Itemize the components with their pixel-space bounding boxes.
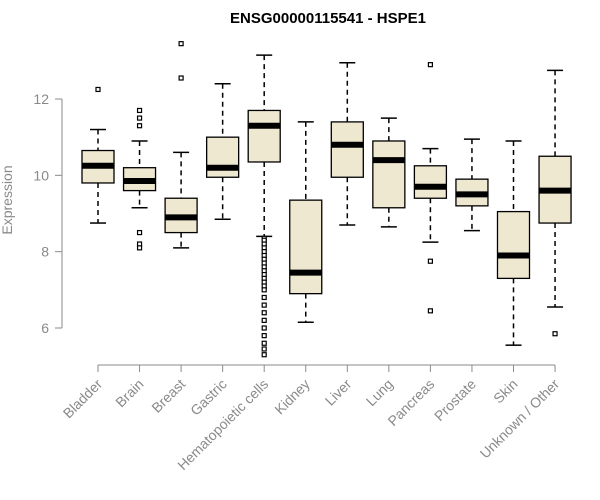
outlier-point: [261, 294, 267, 301]
x-tick-label: Skin: [490, 376, 521, 407]
x-tick-label: Brain: [112, 376, 146, 410]
x-tick-label: Bladder: [60, 376, 106, 422]
box-series: [81, 41, 572, 358]
outlier-point: [136, 115, 143, 121]
x-tick-label: Prostate: [431, 376, 479, 424]
iqr-box: [289, 199, 323, 295]
box-brain: [122, 107, 157, 251]
outlier-point: [261, 346, 267, 352]
box-bladder: [81, 86, 115, 224]
outlier-point: [178, 75, 184, 81]
y-axis: 6 8 10 12: [33, 91, 63, 336]
y-tick-label: 8: [41, 244, 49, 260]
box-hematopoietic-cells: [247, 54, 281, 358]
outlier-point: [261, 302, 267, 308]
box-kidney: [289, 121, 323, 324]
outlier-point: [261, 333, 267, 339]
iqr-box: [413, 165, 448, 199]
outlier-point: [136, 107, 143, 114]
outlier-point: [427, 62, 433, 68]
y-tick-label: 12: [33, 91, 49, 107]
iqr-box: [247, 109, 281, 163]
x-tick-label: Unknown / Other: [477, 376, 563, 462]
x-tick-label: Lung: [363, 376, 396, 409]
outlier-point: [552, 331, 558, 337]
iqr-box: [330, 121, 364, 178]
outlier-point: [261, 317, 267, 323]
box-breast: [164, 41, 198, 249]
box-lung: [372, 117, 406, 228]
outlier-point: [261, 325, 267, 331]
chart-title: ENSG00000115541 - HSPE1: [230, 10, 426, 27]
x-tick-label: Kidney: [271, 376, 313, 418]
x-tick-label: Liver: [322, 376, 355, 409]
box-pancreas: [413, 62, 448, 314]
outlier-point: [136, 245, 143, 251]
box-skin: [496, 140, 531, 346]
outlier-point: [95, 86, 101, 93]
outlier-point: [261, 287, 267, 293]
box-gastric: [205, 82, 240, 220]
outlier-point: [136, 229, 143, 236]
outlier-point: [261, 352, 267, 358]
box-prostate: [455, 138, 489, 232]
iqr-box: [372, 140, 406, 209]
y-tick-label: 10: [33, 167, 49, 183]
outlier-point: [136, 123, 143, 129]
y-tick-label: 6: [41, 320, 49, 336]
outlier-point: [427, 258, 433, 264]
box-liver: [330, 61, 364, 226]
outlier-point: [261, 310, 267, 316]
y-axis-label: Expression: [0, 165, 15, 234]
iqr-box: [205, 136, 240, 178]
box-unknown-other: [538, 69, 572, 337]
iqr-box: [496, 210, 531, 280]
outlier-point: [261, 340, 267, 346]
outlier-point: [427, 308, 433, 314]
outlier-point: [178, 41, 184, 47]
x-tick-label: Breast: [148, 376, 188, 416]
